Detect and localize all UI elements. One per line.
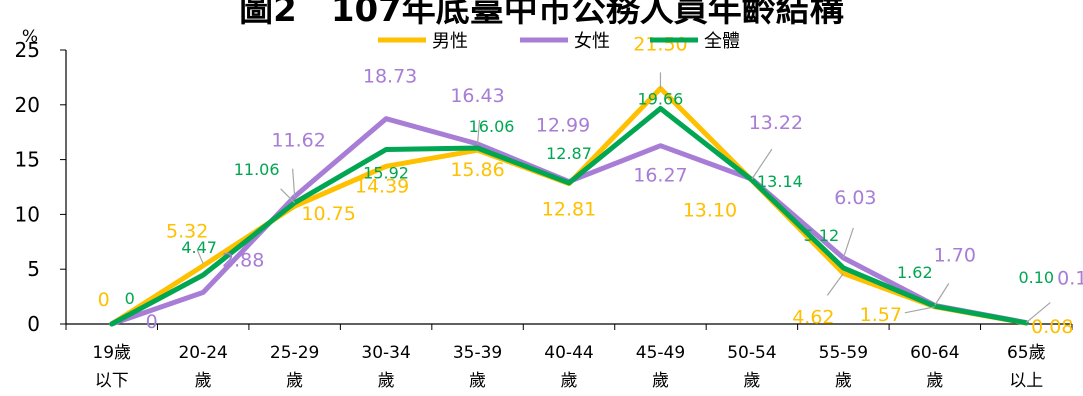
data-label: 4.62: [792, 306, 834, 328]
data-label: 19.66: [638, 90, 684, 109]
data-label: 12.81: [542, 199, 596, 221]
data-label: 0: [146, 311, 158, 333]
data-label: 13.14: [757, 172, 803, 191]
data-label: 12.99: [536, 115, 590, 137]
legend-label: 女性: [574, 31, 610, 52]
data-label: 13.10: [683, 199, 737, 221]
data-label: 12.87: [546, 144, 592, 163]
data-label-leader: [934, 283, 950, 306]
y-tick-label: 25: [15, 38, 40, 62]
data-label: 6.03: [834, 187, 876, 209]
data-label: 10.75: [301, 203, 355, 225]
x-tick-label: 歲: [469, 371, 486, 391]
x-tick-label: 以上: [1009, 371, 1043, 391]
x-tick-label: 歲: [652, 371, 669, 391]
data-label-leader: [904, 306, 935, 314]
x-tick-label: 35-39: [453, 343, 502, 363]
series-line-3: [109, 106, 1029, 327]
data-label: 1.70: [934, 244, 976, 266]
data-label: 13.22: [749, 112, 803, 134]
data-label: 1.62: [897, 263, 933, 282]
x-tick-label: 歲: [835, 371, 852, 391]
legend-label: 男性: [432, 31, 468, 52]
y-tick-label: 0: [27, 312, 40, 336]
data-label: 18.73: [363, 66, 417, 88]
x-tick-label: 30-34: [361, 343, 410, 363]
data-label: 1.57: [860, 304, 902, 326]
x-tick-label: 40-44: [544, 343, 593, 363]
data-label: 2.88: [222, 249, 264, 271]
data-label: 5.12: [804, 226, 840, 245]
y-axis-unit: %: [22, 27, 38, 47]
x-tick-label: 歲: [743, 371, 760, 391]
data-label: 0: [98, 289, 110, 311]
data-label-leader: [476, 119, 481, 144]
data-label: 16.43: [450, 85, 504, 107]
x-tick-label: 25-29: [270, 343, 319, 363]
chart-title: 圖2 107年底臺中市公務人員年齡結構: [239, 0, 844, 30]
x-tick-label: 60-64: [910, 343, 959, 363]
data-label: 15.92: [363, 164, 409, 183]
data-label: 5.32: [166, 221, 208, 243]
data-label-leader: [751, 148, 773, 180]
x-tick-label: 45-49: [636, 343, 685, 363]
data-label: 15.86: [450, 159, 504, 181]
data-label: 0.13: [1057, 268, 1083, 290]
x-tick-label: 歲: [195, 371, 212, 391]
x-tick-label: 55-59: [819, 343, 868, 363]
data-label: 21.50: [633, 33, 687, 55]
legend-label: 全體: [704, 31, 740, 52]
data-label: 11.62: [271, 130, 325, 152]
y-tick-label: 20: [15, 93, 40, 117]
data-label-leader: [842, 227, 854, 259]
data-label-leader: [1025, 302, 1051, 324]
x-tick-label: 以下: [95, 371, 129, 391]
x-tick-label: 歲: [561, 371, 578, 391]
data-label-leader: [826, 273, 844, 296]
data-label: 16.06: [469, 117, 515, 136]
data-label: 4.47: [181, 238, 217, 257]
y-tick-label: 10: [15, 202, 40, 226]
data-label-leader: [196, 249, 204, 264]
data-label-leader: [292, 168, 296, 197]
y-tick-label: 5: [27, 257, 40, 281]
x-tick-label: 20-24: [178, 343, 227, 363]
x-tick-label: 50-54: [727, 343, 776, 363]
data-label: 14.39: [355, 175, 409, 197]
data-label: 0.08: [1031, 316, 1073, 338]
data-label: 0.10: [1018, 268, 1054, 287]
data-label: 11.06: [234, 160, 280, 179]
x-tick-label: 歲: [378, 371, 395, 391]
data-label: 0: [125, 289, 135, 308]
x-tick-label: 65歲: [1007, 343, 1046, 363]
data-label-leader: [280, 188, 296, 204]
data-label: 16.27: [633, 165, 687, 187]
x-tick-label: 19歲: [92, 343, 131, 363]
x-tick-label: 歲: [286, 371, 303, 391]
y-tick-label: 15: [15, 148, 40, 172]
x-tick-label: 歲: [926, 371, 943, 391]
